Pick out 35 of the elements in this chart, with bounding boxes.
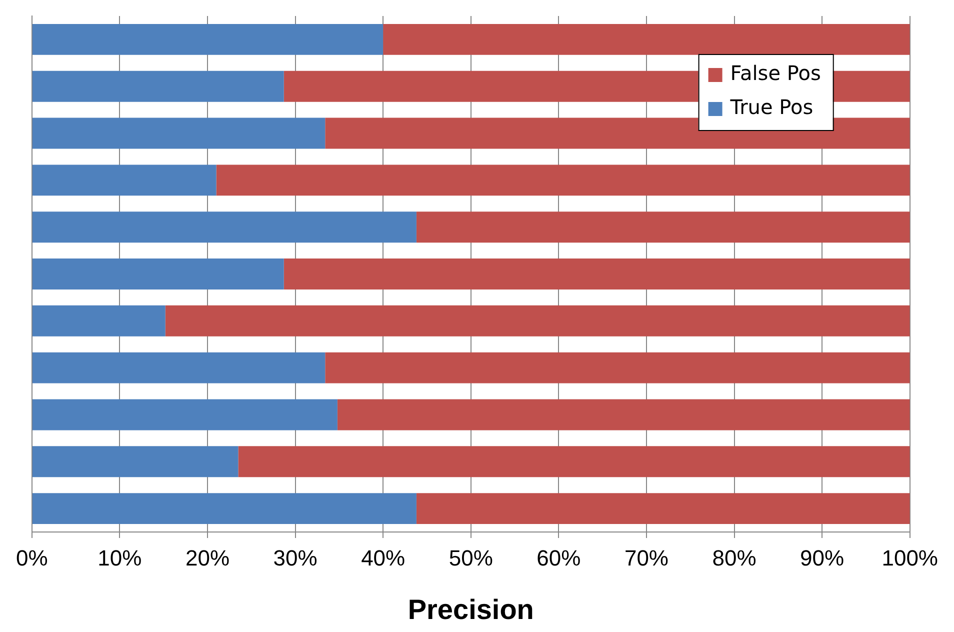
bar: [32, 352, 326, 384]
bar: [32, 258, 284, 290]
x-tick-label: 50%: [448, 545, 493, 570]
x-axis-title: Precision: [408, 594, 534, 625]
x-tick-label: 60%: [536, 545, 581, 570]
bar: [32, 118, 326, 149]
bar: [32, 305, 166, 336]
x-tick-label: 90%: [800, 545, 844, 570]
bar: [416, 493, 910, 524]
x-tick-label: 30%: [273, 545, 318, 570]
x-tick-label: 40%: [361, 545, 406, 570]
legend-label: True Pos: [729, 95, 814, 120]
x-tick-label: 20%: [185, 545, 230, 570]
bar: [32, 212, 416, 243]
bar: [32, 164, 216, 196]
bar: [325, 352, 910, 384]
bar: [32, 24, 384, 55]
bar: [337, 399, 910, 430]
x-tick-label: 80%: [712, 545, 756, 570]
bar: [284, 258, 910, 290]
bar: [32, 399, 338, 430]
x-tick-label: 0%: [16, 545, 48, 570]
bar: [32, 493, 416, 524]
x-tick-label: 70%: [624, 545, 668, 570]
bar: [416, 212, 910, 243]
legend-label: False Pos: [730, 61, 821, 86]
x-tick-label: 100%: [882, 545, 938, 570]
bar: [325, 118, 910, 149]
bar: [32, 70, 284, 102]
bar: [383, 24, 910, 55]
bar: [165, 305, 910, 336]
x-tick-label: 10%: [98, 545, 142, 570]
bar: [216, 164, 910, 196]
bar: [238, 446, 910, 478]
bar: [32, 446, 238, 478]
